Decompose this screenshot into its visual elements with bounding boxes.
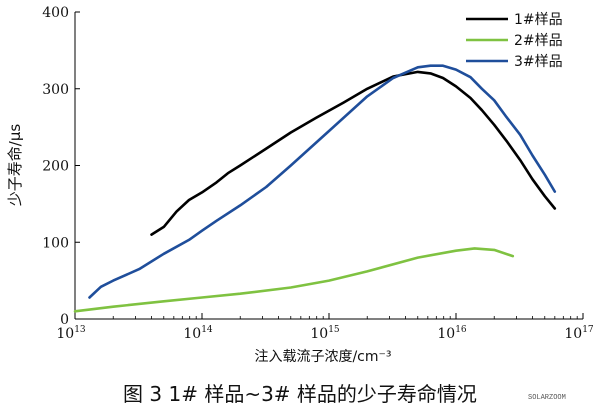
legend: 1#样品 2#样品 3#样品 — [466, 12, 563, 70]
x-tick-base: 10 — [437, 326, 455, 342]
series-1 — [150, 70, 557, 236]
x-tick-base: 10 — [56, 326, 74, 342]
x-tick-label: 1015 — [310, 325, 340, 342]
y-tick-label: 0 — [60, 312, 69, 328]
series-line — [88, 64, 557, 299]
series-line — [150, 70, 557, 236]
x-tick-base: 10 — [310, 326, 328, 342]
x-tick-label: 1013 — [56, 325, 86, 342]
series-lines — [73, 64, 557, 313]
x-tick-label: 1017 — [564, 325, 594, 342]
legend-label: 2#样品 — [514, 33, 563, 49]
series-2 — [73, 247, 515, 313]
x-tick-label: 1014 — [183, 325, 213, 342]
figure-caption: 图 3 1# 样品~3# 样品的少子寿命情况 — [123, 382, 477, 406]
x-tick-base: 10 — [183, 326, 201, 342]
y-tick-label: 300 — [42, 82, 69, 98]
y-tick-label: 100 — [42, 235, 69, 251]
y-axis-ticks: 0 100 200 300 400 — [42, 5, 80, 328]
legend-label: 3#样品 — [514, 54, 563, 70]
x-tick-exponent: 16 — [455, 325, 467, 335]
plot-area — [75, 12, 583, 319]
x-tick-base: 10 — [564, 326, 582, 342]
y-tick-label: 200 — [42, 159, 69, 175]
x-tick-exponent: 13 — [74, 325, 86, 335]
series-3 — [88, 64, 557, 299]
x-tick-exponent: 15 — [328, 325, 340, 335]
x-axis-label: 注入载流子浓度/cm⁻³ — [254, 349, 391, 365]
y-tick-label: 400 — [42, 5, 69, 21]
x-tick-exponent: 14 — [201, 325, 213, 335]
x-tick-label: 1016 — [437, 325, 467, 342]
x-tick-exponent: 17 — [582, 325, 594, 335]
y-axis-label: 少子寿命/μs — [6, 124, 24, 207]
x-axis-ticks: 1013 1014 1015 1016 1017 — [56, 313, 594, 342]
watermark: SOLARZOOM — [528, 394, 566, 402]
legend-label: 1#样品 — [514, 12, 563, 28]
